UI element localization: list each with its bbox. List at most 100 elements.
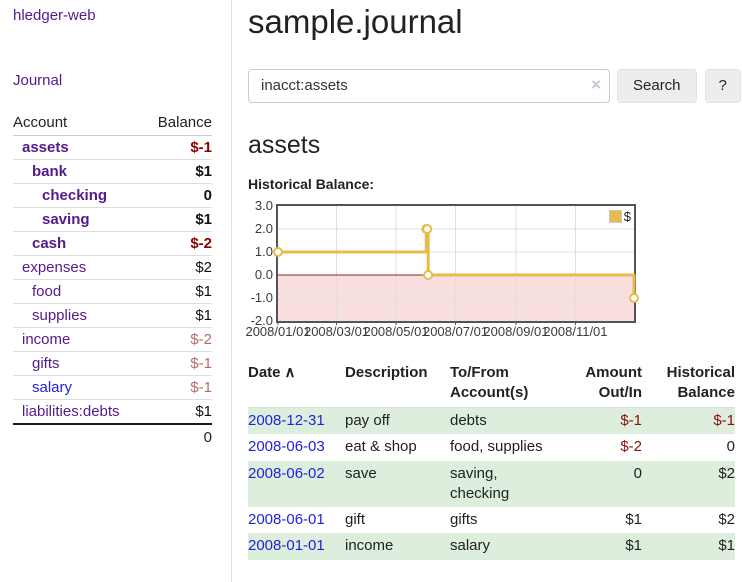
x-tick-label: 2008/05/01 (363, 323, 429, 339)
transaction-date-link[interactable]: 2008-01-01 (248, 537, 325, 555)
account-cell: gifts (13, 351, 145, 376)
search-button[interactable]: Search (617, 68, 697, 103)
chart-plot-area: $ (273, 203, 639, 325)
transaction-date-link[interactable]: 2008-12-31 (248, 412, 325, 430)
transaction-balance: $2 (718, 464, 735, 482)
accounts-total-value: 0 (144, 423, 212, 450)
account-link[interactable]: income (22, 331, 71, 348)
chart-title: Historical Balance: (248, 175, 375, 192)
account-link[interactable]: supplies (32, 307, 88, 324)
y-tick-label: -2.0 (250, 312, 273, 328)
x-tick-label: 2008/07/01 (422, 323, 489, 339)
sort-ascending-icon: ∧ (284, 363, 296, 381)
account-cell: checking (13, 183, 145, 208)
account-balance: $2 (144, 255, 212, 280)
account-link[interactable]: assets (22, 139, 69, 156)
account-balance: $1 (144, 279, 212, 304)
account-row: cash $-2 (13, 231, 212, 256)
transaction-accounts: salary (450, 537, 491, 555)
transaction-date-link[interactable]: 2008-06-02 (248, 464, 325, 482)
transaction-balance: $2 (718, 511, 735, 529)
account-link[interactable]: cash (32, 235, 67, 252)
account-cell: salary (13, 375, 145, 400)
transaction-amount: $-2 (620, 438, 642, 456)
accounts-header-balance: Balance (144, 111, 212, 136)
register-header-balance: Historical Balance (642, 360, 735, 409)
brand-link[interactable]: hledger-web (13, 7, 96, 24)
account-cell: cash (13, 231, 145, 256)
historical-balance-chart: 3.0 2.0 1.0 0.0 -1.0 -2.0 $ 2008/01/01 2008/03… (245, 198, 741, 340)
accounts-total-row: 0 (13, 423, 212, 450)
account-row: checking 0 (13, 183, 212, 208)
y-tick-label: 2.0 (254, 220, 273, 236)
account-balance: 0 (144, 183, 212, 208)
transaction-amount: $-1 (620, 412, 642, 430)
legend-label: $ (623, 208, 631, 224)
account-row: liabilities:debts $1 (13, 400, 212, 425)
account-cell: liabilities:debts (13, 400, 145, 425)
chart-x-axis: 2008/01/01 2008/03/01 2008/05/01 2008/07/01… (245, 323, 636, 340)
chart-canvas (273, 205, 639, 325)
help-button[interactable]: ? (704, 68, 741, 103)
transaction-row: 2008-06-01 gift gifts $1 $2 (248, 507, 735, 533)
legend-swatch-icon (608, 209, 622, 223)
page-title: sample.journal (248, 3, 463, 40)
main-content: sample.journal × Search ? assets Histori… (232, 0, 742, 582)
transaction-description: income (345, 537, 394, 555)
chart-y-axis: 3.0 2.0 1.0 0.0 -1.0 -2.0 (248, 198, 276, 328)
accounts-header-row: Account Balance (13, 111, 212, 136)
transaction-row: 2008-06-03 eat & shop food, supplies $-2 0 (248, 434, 735, 460)
transaction-amount: 0 (633, 464, 642, 482)
register-header-date[interactable]: Date ∧ (248, 360, 345, 409)
account-balance: $1 (144, 159, 212, 184)
account-link[interactable]: bank (32, 163, 68, 180)
sidebar: hledger-web Journal Account Balance asse… (0, 0, 232, 582)
register-header-description: Description (345, 360, 450, 409)
search-input[interactable] (248, 68, 610, 103)
transaction-date-cell: 2008-01-01 (248, 533, 345, 559)
account-link[interactable]: saving (42, 211, 90, 228)
account-balance: $-1 (144, 351, 212, 376)
transaction-date-link[interactable]: 2008-06-03 (248, 438, 325, 456)
account-row: salary $-1 (13, 375, 212, 400)
account-balance: $1 (144, 303, 212, 328)
accounts-total-spacer (13, 423, 145, 450)
transaction-accounts: debts (450, 412, 487, 430)
sidebar-item-journal[interactable]: Journal (13, 72, 63, 89)
transaction-accounts: saving, checking (450, 464, 510, 502)
account-cell: income (13, 327, 145, 352)
account-balance: $-2 (144, 231, 212, 256)
account-cell: supplies (13, 303, 145, 328)
x-tick-label: 2008/11/01 (543, 323, 608, 339)
account-row: saving $1 (13, 207, 212, 232)
account-link[interactable]: salary (32, 379, 73, 396)
account-link[interactable]: food (32, 283, 62, 300)
clear-search-icon[interactable]: × (591, 74, 601, 94)
transaction-date-link[interactable]: 2008-06-01 (248, 511, 325, 529)
transaction-accounts: food, supplies (450, 438, 543, 456)
register-header-amount: Amount Out/In (565, 360, 642, 409)
x-tick-label: 2008/01/01 (245, 323, 311, 339)
account-balance: $-1 (144, 135, 212, 160)
account-link[interactable]: checking (42, 187, 108, 204)
transaction-balance: 0 (726, 438, 735, 456)
search-row: × Search ? (248, 68, 741, 103)
transaction-description: eat & shop (345, 438, 417, 456)
account-row: assets $-1 (13, 135, 212, 160)
account-row: bank $1 (13, 159, 212, 184)
register-table: Date ∧ Description To/From Account(s) Amo… (248, 360, 735, 560)
y-tick-label: -1.0 (250, 289, 273, 305)
transaction-row: 2008-12-31 pay off debts $-1 $-1 (248, 407, 735, 435)
account-link[interactable]: expenses (22, 259, 87, 276)
account-link[interactable]: gifts (32, 355, 60, 372)
transaction-row: 2008-01-01 income salary $1 $1 (248, 533, 735, 560)
account-cell: assets (13, 135, 145, 160)
chart-plot-wrap: $ 2008/01/01 2008/03/01 2008/05/01 2008/07/… (245, 203, 639, 340)
x-tick-label: 2008/09/01 (483, 323, 549, 339)
register-header-accounts: To/From Account(s) (450, 360, 565, 409)
account-balance: $1 (144, 207, 212, 232)
account-balance: $-2 (144, 327, 212, 352)
register-header-row: Date ∧ Description To/From Account(s) Amo… (248, 360, 735, 409)
account-link[interactable]: liabilities:debts (22, 403, 120, 420)
search-box: × (248, 68, 610, 103)
